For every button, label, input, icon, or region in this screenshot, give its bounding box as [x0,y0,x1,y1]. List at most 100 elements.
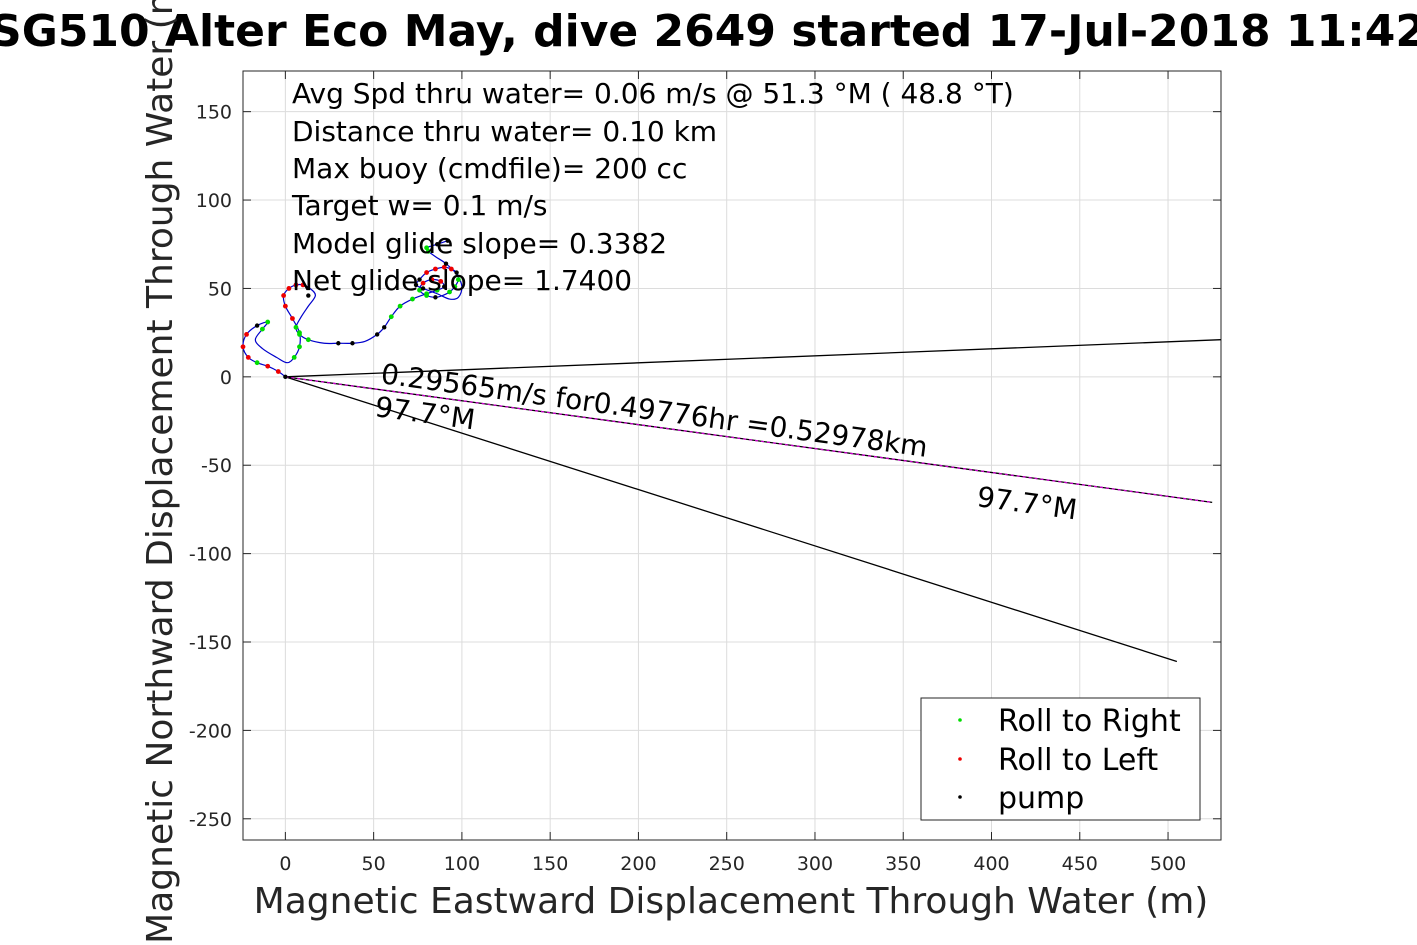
roll-left-point [275,369,281,374]
roll-right-point [388,314,394,320]
x-axis: 0 50 100 150 200 250 300 350 400 450 500 [279,71,1186,875]
pump-point [382,325,387,330]
roll-right-point [397,303,403,309]
x-tick-label: 450 [1062,853,1098,875]
roll-left-point [448,266,454,272]
legend: Roll to Right Roll to Left pump [920,697,1201,821]
roll-right-point [417,287,422,293]
roll-left-point [424,270,429,275]
pump-point [433,295,438,300]
x-tick-label: 0 [279,853,291,875]
pump-point [417,277,422,282]
pump-point [254,323,260,328]
x-tick-label: 300 [797,853,833,875]
annotation-max-buoy: Max buoy (cmdfile)= 200 cc [292,152,687,185]
current-path-line [285,376,1213,503]
roll-left-point [281,293,287,298]
x-tick-label: 500 [1150,853,1186,875]
plot-area-frame [242,70,1222,841]
roll-left-point [282,303,288,309]
glider-track-line [242,240,463,378]
y-tick-label: 50 [208,278,232,300]
roll-right-point [455,277,461,283]
y-tick-label: -200 [189,720,232,742]
roll-left-point [265,363,271,369]
pump-point [443,261,449,266]
roll-left-point [244,332,249,337]
roll-right-point [305,337,311,343]
pump-point [336,341,341,346]
y-tick-label: -50 [201,455,232,477]
pump-point [283,374,288,380]
y-tick-label: 0 [220,367,232,389]
roll-right-point [297,332,302,337]
roll-right-point [293,324,299,330]
pump-point [442,284,447,289]
roll-left-point [433,266,438,272]
y-tick-label: -250 [189,809,232,831]
roll-left-point [290,316,295,321]
x-tick-label: 50 [362,853,386,875]
roll-right-point [452,284,458,290]
x-tick-label: 250 [709,853,745,875]
series-layer [240,238,1222,663]
pump-point [413,282,419,288]
x-tick-label: 100 [444,853,480,875]
y-tick-label: 100 [196,190,232,212]
x-tick-label: 200 [620,853,656,875]
pump-point [374,332,380,337]
roll-right-point [410,296,415,302]
y-tick-label: -100 [189,544,232,566]
x-tick-label: 350 [885,853,921,875]
glide-bound-upper-line [285,339,1222,378]
x-tick-label: 400 [973,853,1009,875]
annotation-net-glide-slope: Net glide slope= 1.7400 [292,264,632,297]
roll-left-point [240,344,246,350]
y-tick-label: -150 [189,632,232,654]
legend-marker-pump [958,795,962,799]
roll-left-point [293,282,299,288]
roll-left-point [438,278,444,284]
x-tick-label: 150 [532,853,568,875]
chart-title: SG510 Alter Eco May, dive 2649 started 1… [0,6,1417,57]
heading-label-far: 97.7°M [975,480,1079,526]
legend-box [920,697,1201,821]
stats-annotations: Avg Spd thru water= 0.06 m/s @ 51.3 °M (… [291,77,1014,297]
roll-right-point [434,287,440,293]
roll-right-point [265,319,271,325]
roll-right-point [424,293,429,298]
roll-left-point [286,286,292,291]
roll-left-point [420,280,426,286]
annotation-avg-speed: Avg Spd thru water= 0.06 m/s @ 51.3 °M (… [292,77,1014,110]
pump-point [350,341,355,346]
annotation-distance: Distance thru water= 0.10 km [292,115,717,148]
legend-label-roll-left: Roll to Left [998,743,1158,778]
roll-right-point [447,289,452,295]
roll-left-point [300,282,306,288]
annotation-model-glide-slope: Model glide slope= 0.3382 [292,227,667,260]
roll-right-point [291,354,297,360]
roll-left-point [245,354,251,360]
roll-right-point [297,344,302,350]
roll-right-point [424,245,429,251]
glide-bound-lower-line [285,376,1178,663]
legend-marker-roll-left [958,757,962,761]
pump-point [454,270,459,275]
y-axis: -250 -200 -150 -100 -50 0 50 100 150 [189,102,1221,831]
roll-left-point [429,277,435,283]
legend-marker-roll-right [958,718,962,722]
roll-right-point [425,248,431,254]
legend-label-roll-right: Roll to Right [998,704,1181,739]
y-tick-label: 150 [196,102,232,124]
pump-point [420,286,426,291]
x-axis-label: Magnetic Eastward Displacement Through W… [254,881,1209,922]
annotation-target-w: Target w= 0.1 m/s [291,189,548,222]
legend-label-pump: pump [998,781,1084,816]
roll-right-point [254,360,260,366]
roll-left-point [441,264,447,270]
y-axis-label: Magnetic Northward Displacement Through … [140,0,181,944]
roll-right-point [260,326,265,332]
pump-point [434,242,440,247]
pump-point [445,238,450,243]
